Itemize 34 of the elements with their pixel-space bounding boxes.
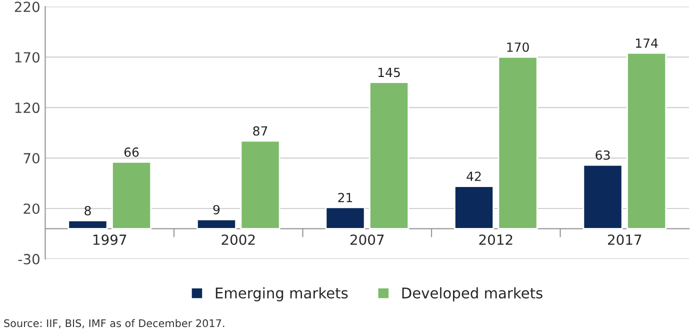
x-tick-label: 2017 [608,234,642,245]
y-tick-label: 170 [15,52,40,63]
bar [498,56,538,230]
data-label: 63 [596,150,610,160]
y-tick-label: -30 [18,254,40,264]
data-label: 66 [124,147,139,157]
data-label: 87 [253,126,268,136]
x-tick-label: 2002 [222,234,255,245]
legend-label: Developed markets [402,287,542,302]
data-label: 9 [213,204,220,214]
data-label: 170 [507,42,529,52]
y-tick-label: 220 [14,2,40,12]
bar [68,220,108,230]
x-tick-label: 2012 [479,234,512,245]
bar [240,140,280,230]
data-label: 145 [378,68,400,78]
legend-label: Emerging markets [216,287,348,302]
y-tick-label: 120 [15,102,40,114]
bar [369,82,410,230]
data-label: 21 [338,192,352,202]
x-tick-label: 2007 [350,234,384,245]
bar [325,206,366,230]
bar [454,186,494,230]
bar [196,218,236,230]
y-tick-label: 20 [24,203,40,214]
bar [582,164,623,230]
data-label: 42 [466,172,481,181]
y-tick-label: 70 [24,153,40,164]
x-tick-label: 1997 [93,234,126,245]
bar [112,161,152,230]
bar [626,52,667,230]
data-label: 8 [84,206,91,216]
source-note: Source: IIF, BIS, IMF as of December 2017. [4,319,224,328]
data-label: 174 [636,38,658,48]
